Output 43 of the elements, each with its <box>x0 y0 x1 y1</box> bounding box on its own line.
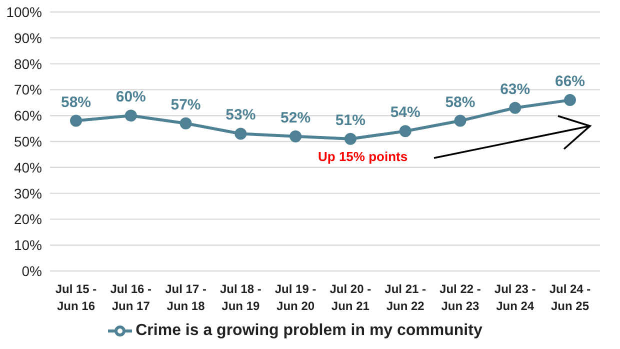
y-tick-label: 10% <box>14 237 42 254</box>
x-tick-label: Jul 20 - Jun 21 <box>330 282 372 313</box>
y-tick-label: 30% <box>14 185 42 202</box>
point <box>234 128 247 140</box>
data-label: 66% <box>554 73 586 90</box>
x-tick-label: Jul 15 - Jun 16 <box>55 282 97 313</box>
y-tick-label: 40% <box>14 159 42 176</box>
data-label: 58% <box>60 94 92 111</box>
point <box>399 125 412 138</box>
y-tick-label: 20% <box>14 211 42 228</box>
x-tick-label: Jul 24 - Jun 25 <box>549 282 591 313</box>
data-label: 51% <box>335 112 366 129</box>
y-tick-label: 100% <box>6 4 42 20</box>
data-label: 63% <box>500 80 530 98</box>
y-tick-label: 70% <box>14 82 42 98</box>
data-label: 58% <box>445 94 476 111</box>
y-tick-label: 60% <box>14 108 42 124</box>
y-tick-label: 80% <box>14 56 42 72</box>
point <box>344 132 356 145</box>
point <box>509 102 522 114</box>
legend-label: Crime is a growing problem in my community <box>136 322 482 340</box>
x-tick-label: Jul 22 - Jun 23 <box>440 282 481 313</box>
point <box>290 130 302 142</box>
point <box>454 114 466 127</box>
y-tick-label: 90% <box>14 30 42 46</box>
data-label: 52% <box>280 109 311 126</box>
x-tick-label: Jul 18 - Jun 19 <box>220 282 262 313</box>
y-tick-label: 0% <box>22 262 42 279</box>
x-tick-label: Jul 17 - Jun 18 <box>165 282 206 313</box>
point <box>70 114 82 127</box>
data-label: 54% <box>390 104 420 122</box>
x-tick-label: Jul 23 - Jun 24 <box>494 282 536 313</box>
x-tick-label: Jul 19 - Jun 20 <box>274 282 316 313</box>
point <box>564 94 576 106</box>
y-tick-label: 50% <box>14 133 42 150</box>
data-label: 60% <box>116 88 146 106</box>
point <box>180 117 192 130</box>
x-tick-label: Jul 21 - Jun 22 <box>384 282 426 313</box>
annotation: Up 15% points <box>318 149 408 164</box>
data-label: 57% <box>170 96 201 114</box>
data-label: 53% <box>226 106 256 124</box>
point <box>124 110 137 122</box>
x-tick-label: Jul 16 - Jun 17 <box>110 282 152 313</box>
